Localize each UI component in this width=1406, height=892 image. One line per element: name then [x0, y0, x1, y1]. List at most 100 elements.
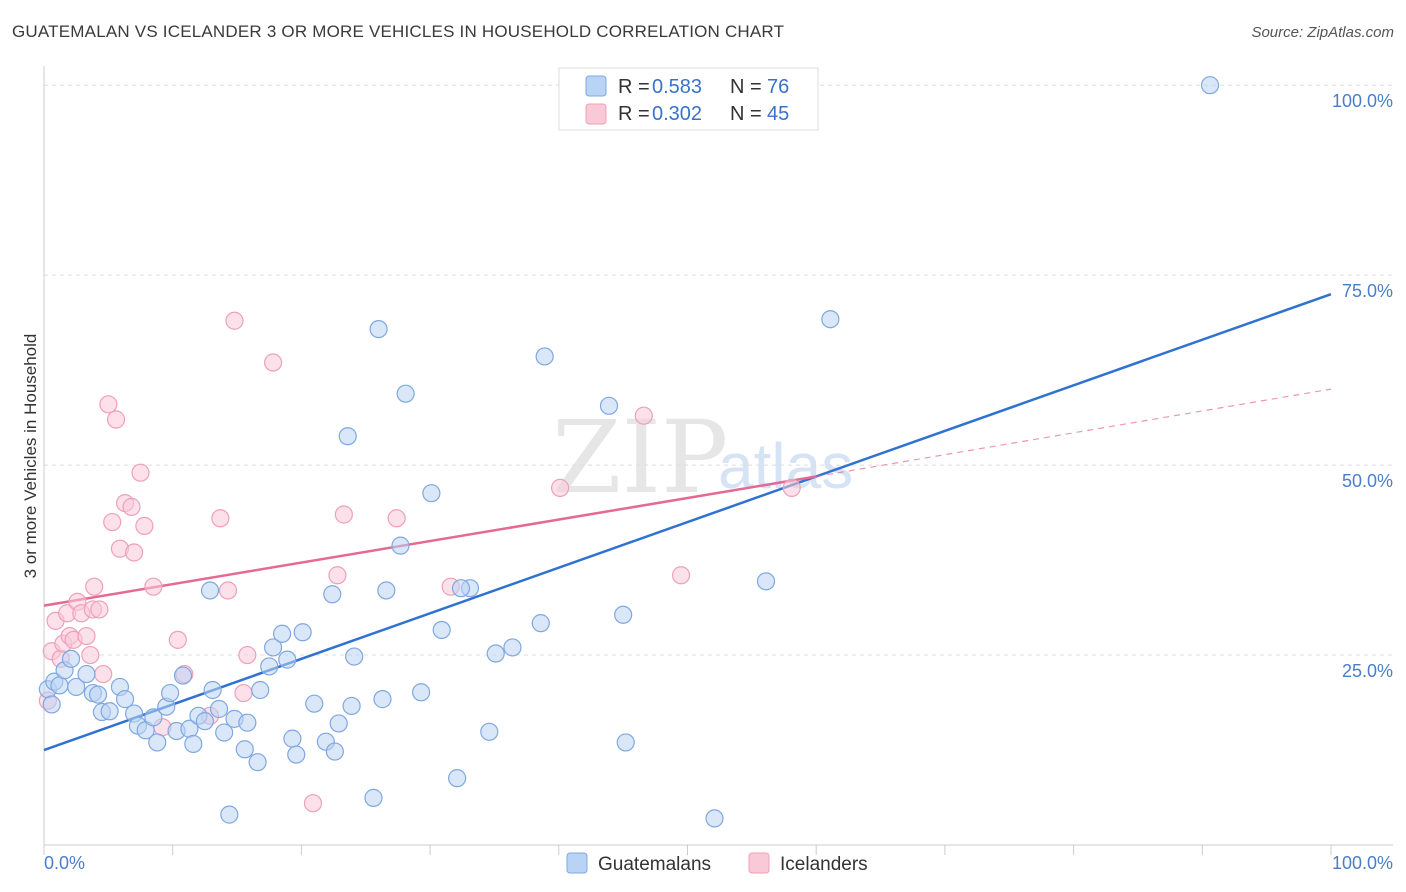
trend-line-icelanders: [43, 475, 817, 607]
point-icelander-16: [99, 395, 118, 414]
series-legend: Guatemalans Icelanders: [566, 852, 868, 875]
x-tick-min: 0.0%: [44, 853, 85, 873]
point-guatemalan-28: [203, 680, 222, 700]
legend: R = 0.583 N = 76 R = 0.302 N = 45: [558, 67, 819, 131]
y-axis-label: 3 or more Vehicles in Household: [21, 334, 40, 579]
point-icelander-18: [106, 410, 126, 429]
point-guatemalan-49: [338, 427, 357, 446]
point-guatemalan-26: [195, 712, 214, 731]
point-guatemalan-42: [287, 745, 306, 764]
legend-r-value-2: 0.302: [652, 103, 702, 125]
y-tick-label-50: 50.0%: [1342, 471, 1393, 491]
bottom-swatch-icelanders: [748, 852, 770, 874]
point-icelander-11: [81, 645, 100, 665]
trend-line-icelanders-extension: [816, 388, 1332, 478]
point-guatemalan-54: [377, 581, 396, 600]
point-icelander-31: [218, 581, 238, 600]
point-guatemalan-35: [248, 753, 267, 772]
point-icelander-32: [225, 311, 244, 330]
point-guatemalan-9: [88, 685, 108, 704]
point-icelander-37: [328, 566, 347, 585]
point-icelander-44: [782, 478, 801, 497]
legend-r-label-1: R =: [618, 76, 650, 98]
legend-r-value-1: 0.583: [652, 76, 702, 98]
point-guatemalan-71: [756, 572, 776, 591]
point-guatemalan-69: [616, 733, 635, 752]
point-icelander-22: [124, 543, 144, 562]
point-guatemalan-18: [148, 733, 167, 752]
point-guatemalan-13: [115, 690, 135, 709]
point-guatemalan-41: [283, 729, 302, 748]
point-guatemalan-51: [345, 647, 364, 666]
point-icelander-10: [77, 626, 96, 646]
point-guatemalan-7: [77, 664, 96, 684]
point-guatemalan-24: [184, 734, 203, 754]
point-icelander-33: [234, 683, 253, 703]
point-guatemalan-59: [432, 620, 451, 640]
point-guatemalan-39: [272, 624, 292, 643]
trend-lines: [43, 292, 1332, 752]
series-name-icelanders: Icelanders: [780, 854, 868, 875]
point-icelander-38: [334, 505, 353, 524]
point-icelander-13: [85, 577, 104, 596]
legend-n-label-1: N =: [730, 76, 762, 98]
point-guatemalan-40: [278, 650, 297, 669]
point-icelander-23: [131, 463, 150, 482]
point-guatemalan-73: [1200, 76, 1220, 95]
point-guatemalan-63: [486, 644, 505, 663]
point-guatemalan-70: [705, 809, 724, 828]
axes: 25.0% 50.0% 75.0% 100.0%: [43, 66, 1393, 855]
chart-title: GUATEMALAN VS ICELANDER 3 OR MORE VEHICL…: [12, 22, 785, 41]
point-guatemalan-11: [100, 702, 119, 721]
point-icelander-25: [144, 577, 163, 596]
point-guatemalan-29: [209, 699, 229, 719]
legend-n-label-2: N =: [730, 103, 762, 125]
point-guatemalan-72: [821, 310, 840, 329]
point-guatemalan-17: [144, 708, 163, 727]
point-icelander-27: [168, 630, 187, 649]
legend-swatch-guatemalans: [585, 75, 607, 97]
point-icelander-42: [634, 406, 653, 425]
point-icelander-43: [671, 566, 691, 585]
point-guatemalan-66: [535, 347, 554, 366]
point-icelander-34: [238, 645, 257, 665]
y-tick-label-100: 100.0%: [1332, 91, 1393, 111]
point-guatemalan-33: [235, 740, 254, 759]
point-guatemalan-3: [50, 676, 69, 695]
point-guatemalan-48: [329, 714, 348, 733]
y-tick-label-75: 75.0%: [1342, 281, 1393, 301]
point-guatemalan-34: [238, 713, 257, 732]
legend-r-label-2: R =: [618, 103, 650, 125]
point-guatemalan-62: [480, 722, 499, 741]
point-guatemalan-37: [260, 657, 279, 676]
point-guatemalan-46: [323, 585, 342, 604]
point-guatemalan-74: [364, 788, 383, 807]
legend-n-value-2: 45: [767, 103, 789, 125]
trend-line-guatemalans: [43, 292, 1332, 752]
point-guatemalan-1: [42, 695, 61, 714]
point-icelander-24: [135, 516, 154, 535]
gridlines: [44, 84, 1393, 656]
point-icelander-36: [303, 794, 323, 813]
point-guatemalan-27: [200, 581, 220, 600]
point-icelander-21: [122, 497, 141, 516]
point-guatemalan-38: [263, 638, 283, 657]
point-icelander-17: [103, 512, 122, 532]
point-guatemalan-75: [451, 579, 471, 598]
point-guatemalan-30: [215, 723, 234, 742]
legend-n-value-1: 76: [767, 76, 789, 98]
data-points: [38, 76, 1220, 828]
x-tick-max: 100.0%: [1332, 853, 1393, 873]
point-guatemalan-64: [503, 638, 522, 657]
watermark: ZIP atlas: [552, 399, 853, 516]
point-guatemalan-31: [220, 805, 239, 824]
point-guatemalan-47: [325, 742, 344, 761]
point-guatemalan-57: [411, 683, 431, 702]
point-guatemalan-22: [173, 666, 193, 685]
point-icelander-14: [90, 600, 109, 619]
source-label: Source: ZipAtlas.com: [1251, 24, 1394, 41]
point-icelander-30: [211, 509, 230, 528]
point-guatemalan-60: [448, 769, 467, 788]
point-guatemalan-55: [391, 536, 410, 555]
